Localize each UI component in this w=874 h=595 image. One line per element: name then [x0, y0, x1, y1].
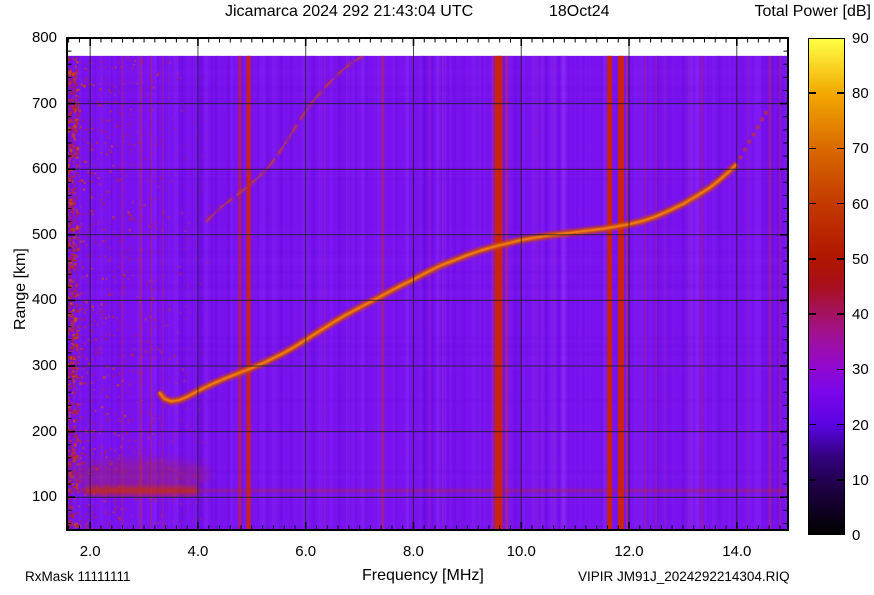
colorbar-tick-label: 30 [852, 361, 869, 379]
rfi-line [121, 55, 124, 530]
echo-trace-dot [760, 117, 764, 122]
colorbar-tick [837, 202, 845, 205]
rfi-line [700, 55, 704, 530]
axis-ticks [67, 37, 788, 530]
file-id-label: VIPIR JM91J_2024292214304.RIQ [578, 569, 790, 584]
colorbar-tick-label: 50 [852, 250, 869, 268]
echo-trace-dot [743, 147, 747, 152]
rfi-line [625, 55, 628, 530]
colorbar-tick [808, 479, 816, 481]
rfi-line [161, 55, 164, 530]
colorbar-tick-label: 80 [852, 85, 869, 103]
echo-trace-dot [764, 111, 768, 115]
rfi-line [323, 55, 326, 530]
colorbar-tick [808, 313, 816, 315]
page-title: Jicamarca 2024 292 21:43:04 UTC [225, 3, 474, 20]
colorbar-tick [808, 202, 816, 205]
x-tick-label: 2.0 [79, 543, 101, 560]
rfi-line [778, 55, 782, 530]
rfi-line [654, 55, 657, 530]
colorbar-tick-label: 60 [852, 195, 869, 213]
rfi-line [644, 55, 647, 530]
rfi-line [139, 55, 143, 530]
e-region-band [84, 486, 198, 495]
plot-frame [66, 37, 789, 531]
date-label: 18Oct24 [549, 3, 610, 20]
colorbar-tick-label: 40 [852, 306, 869, 324]
x-tick-label: 6.0 [295, 543, 317, 560]
gridlines [67, 38, 788, 530]
y-tick-label: 100 [31, 488, 57, 506]
rfi-line [552, 55, 555, 530]
x-tick-label: 4.0 [187, 543, 209, 560]
colorbar-tick-label: 10 [852, 471, 869, 489]
y-tick-label: 500 [31, 225, 57, 243]
x-tick-label: 12.0 [614, 543, 644, 560]
rfi-line [536, 55, 539, 530]
colorbar-tick [837, 147, 845, 150]
rfi-line [150, 55, 153, 530]
x-axis-label: Frequency [MHz] [362, 567, 484, 584]
second-hop-trace [204, 55, 364, 224]
rfi-line [491, 55, 494, 530]
y-tick-label: 200 [31, 422, 57, 440]
colorbar-tick-label: 70 [852, 140, 869, 158]
rfi-line [617, 55, 624, 530]
rfi-line [238, 55, 242, 530]
colorbar-title: Total Power [dB] [754, 3, 872, 20]
colorbar-tick [837, 479, 845, 481]
colorbar-tick [837, 92, 845, 94]
colorbar-tick [837, 258, 845, 260]
colorbar-tick [808, 423, 816, 426]
colorbar-tick [837, 368, 845, 371]
colorbar-tick [808, 258, 816, 260]
echo-trace-dot [747, 139, 751, 144]
rfi-line [505, 55, 509, 530]
x-tick-label: 14.0 [722, 543, 752, 560]
colorbar-tick-label: 90 [852, 30, 869, 47]
rfi-line [687, 55, 690, 530]
y-tick-label: 800 [31, 29, 57, 46]
y-tick-label: 300 [31, 357, 57, 374]
y-tick-label: 700 [31, 94, 57, 112]
colorbar-tick-label: 0 [852, 527, 861, 544]
colorbar-tick [808, 368, 816, 371]
rx-mask-label: RxMask 11111111 [25, 569, 131, 584]
rfi-line [664, 55, 667, 530]
rfi-line [428, 55, 431, 530]
echo-trace-dot [756, 125, 760, 129]
x-tick-label: 10.0 [506, 543, 536, 560]
rfi-line [607, 55, 613, 530]
colorbar-tick [837, 313, 845, 315]
colorbar-tick [808, 147, 816, 150]
rfi-line [246, 55, 251, 530]
y-tick-label: 400 [31, 291, 57, 309]
colorbar-tick [837, 423, 845, 426]
y-tick-label: 600 [31, 160, 57, 178]
rfi-line [494, 55, 503, 530]
colorbar-tick-label: 20 [852, 416, 869, 434]
echo-trace-dot [738, 155, 743, 160]
heatmap-data-region [67, 55, 788, 530]
rfi-line [746, 55, 749, 530]
colorbar [808, 38, 845, 535]
rfi-line [768, 55, 772, 530]
echo-trace-dot [751, 132, 756, 137]
x-tick-label: 8.0 [403, 543, 424, 560]
rfi-line [442, 55, 445, 530]
colorbar-tick [808, 92, 816, 94]
